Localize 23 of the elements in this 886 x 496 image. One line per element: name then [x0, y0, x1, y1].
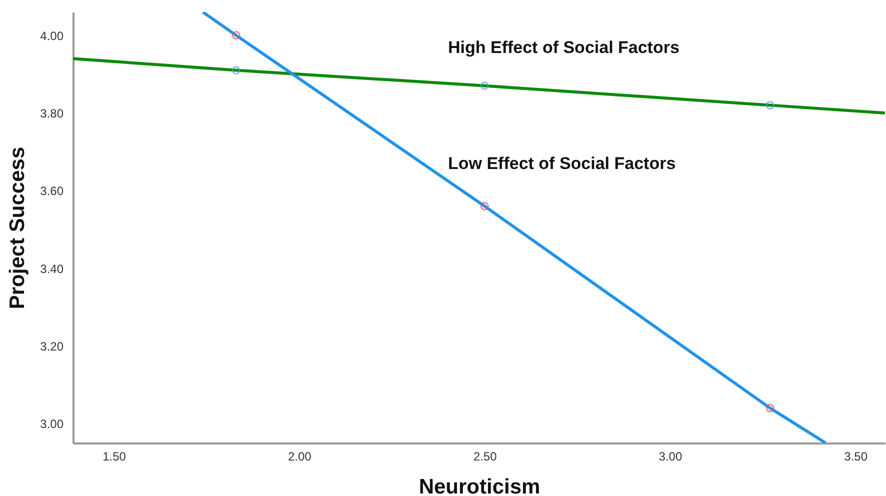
y-tick-label: 3.00: [40, 417, 64, 432]
y-tick-label: 3.80: [40, 106, 64, 120]
x-tick-label: 2.50: [473, 450, 498, 464]
y-tick-label: 3.60: [40, 184, 64, 198]
annotation: Low Effect of Social Factors: [448, 154, 676, 173]
line-series: [201, 12, 828, 443]
point: [766, 100, 774, 110]
point: [480, 81, 489, 90]
point: [232, 66, 240, 75]
point: [766, 404, 774, 412]
y-tick-label: 3.20: [40, 339, 64, 354]
x-tick-label: 3.50: [844, 450, 868, 464]
x-axis-title: Neuroticism: [418, 476, 540, 496]
x-tick-label: 1.50: [102, 450, 126, 464]
point: [232, 31, 240, 40]
y-axis-title: Project Success: [6, 146, 30, 310]
x-tick-label: 3.00: [658, 450, 682, 464]
line-series: [73, 57, 885, 114]
y-tick-label: 3.40: [40, 262, 64, 276]
x-tick-label: 2.00: [288, 450, 312, 464]
y-tick-label: 4.00: [40, 28, 64, 43]
point: [480, 202, 489, 210]
annotation: High Effect of Social Factors: [448, 38, 680, 57]
